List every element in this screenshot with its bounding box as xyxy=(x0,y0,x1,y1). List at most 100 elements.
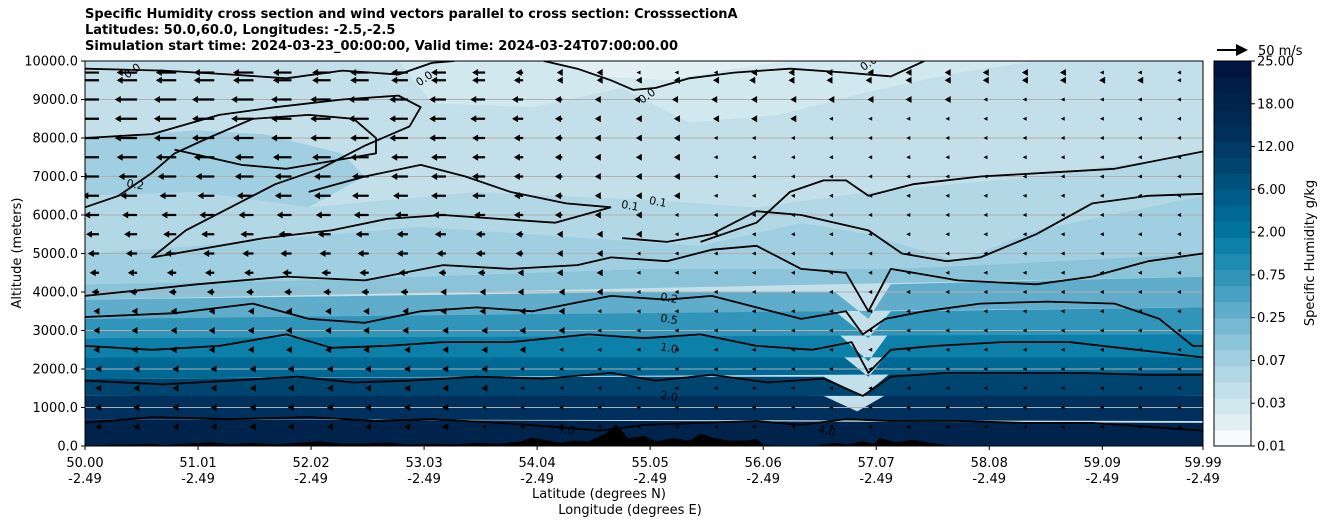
wind-vector xyxy=(1177,97,1182,102)
wind-vector xyxy=(1177,155,1182,160)
wind-vector xyxy=(91,288,99,296)
wind-vector xyxy=(1022,193,1027,198)
humidity-band-9 xyxy=(85,153,1203,262)
wind-vector xyxy=(983,270,988,275)
wind-vector xyxy=(432,211,446,219)
wind-vector xyxy=(554,134,563,142)
wind-vector xyxy=(355,230,369,238)
wind-vector xyxy=(597,386,602,391)
wind-vector xyxy=(1099,328,1104,333)
wind-vector xyxy=(172,404,179,411)
contour-labels: 0.0 0.00.00.00.20.1 0.10.20.51.02.04.0 4.0 xyxy=(121,61,879,440)
wind-vector xyxy=(95,423,102,431)
wind-vector xyxy=(558,327,565,334)
wind-vector xyxy=(208,307,215,315)
wind-vector xyxy=(713,70,718,75)
wind-vector xyxy=(751,405,756,410)
wind-vector xyxy=(788,69,795,77)
wind-vector xyxy=(153,115,177,123)
wind-vector xyxy=(1137,213,1142,217)
colorbar-frame xyxy=(1213,60,1252,447)
wind-vector xyxy=(556,250,563,257)
wind-vector xyxy=(983,213,988,217)
wind-vector xyxy=(481,365,488,373)
wind-vector xyxy=(713,155,718,160)
wind-vector xyxy=(554,96,563,103)
wind-vector xyxy=(191,96,215,103)
wind-vector xyxy=(674,232,679,237)
wind-vector xyxy=(713,367,718,371)
wind-vector xyxy=(868,367,873,371)
wind-vector xyxy=(157,173,177,180)
x-tick-label-lon: -2.49 xyxy=(407,472,441,487)
wind-vector xyxy=(312,69,331,77)
wind-vector xyxy=(515,250,524,257)
wind-vector xyxy=(131,346,138,354)
wind-vector xyxy=(513,76,524,84)
colorbar-segment xyxy=(1214,397,1251,415)
wind-vector xyxy=(594,96,601,103)
wind-vector xyxy=(482,405,487,410)
wind-vector xyxy=(1177,328,1182,333)
wind-vector xyxy=(319,250,331,257)
wind-vector xyxy=(404,404,411,411)
wind-vector xyxy=(1060,328,1065,333)
wind-vector xyxy=(673,153,680,161)
wind-vector xyxy=(359,269,369,277)
wind-vector xyxy=(233,134,254,142)
wind-vector xyxy=(596,76,603,84)
wind-vector xyxy=(829,290,834,294)
wind-vector xyxy=(313,192,331,200)
wind-vector xyxy=(1177,136,1182,140)
wind-vector xyxy=(168,288,177,296)
wind-vector xyxy=(473,211,486,219)
wind-vector xyxy=(153,134,177,142)
wind-vector xyxy=(513,192,524,200)
wind-vector xyxy=(1137,251,1142,256)
wind-vector xyxy=(674,290,679,294)
wind-vector xyxy=(868,405,873,410)
x-tick-label-lon: -2.49 xyxy=(633,472,667,487)
colorbar-segment xyxy=(1214,301,1251,319)
wind-vector xyxy=(396,250,408,257)
wind-vector xyxy=(945,328,950,333)
wind-vector xyxy=(1177,347,1182,352)
x-tick-label-lon: -2.49 xyxy=(181,472,215,487)
colorbar-tick-label: 0.75 xyxy=(1257,268,1286,283)
wind-vector xyxy=(944,76,951,84)
wind-vector xyxy=(313,173,331,180)
wind-vector xyxy=(673,115,680,123)
wind-vector xyxy=(790,309,795,314)
x-tick-label-lon: -2.49 xyxy=(746,472,780,487)
wind-vector xyxy=(199,211,215,219)
wind-vector xyxy=(790,193,795,198)
wind-vector xyxy=(867,96,874,103)
x-tick-label-lat: 50.00 xyxy=(66,456,103,471)
wind-vector xyxy=(944,69,951,77)
wind-vector xyxy=(1137,309,1142,314)
wind-vector xyxy=(868,116,873,121)
y-tick-label: 9000.0 xyxy=(33,93,79,108)
wind-vector xyxy=(352,173,369,180)
wind-vector xyxy=(790,96,797,103)
wind-vector xyxy=(868,328,873,333)
wind-vector xyxy=(1177,270,1182,275)
wind-vector xyxy=(673,134,680,142)
wind-vector xyxy=(829,232,834,237)
wind-vector xyxy=(674,367,679,371)
wind-vector xyxy=(1059,76,1066,84)
wind-vector xyxy=(442,404,449,411)
wind-vector xyxy=(711,96,718,103)
wind-vector xyxy=(868,270,873,275)
wind-vector xyxy=(829,405,834,410)
wind-vector xyxy=(751,115,758,123)
wind-vector xyxy=(400,288,408,296)
contour-label-11: 4.0 xyxy=(556,421,576,438)
wind-vector xyxy=(191,115,215,123)
y-tick-label: 0.0 xyxy=(57,440,78,455)
wind-vector xyxy=(558,307,565,315)
wind-vector xyxy=(635,153,642,161)
x-tick-label-lon: -2.49 xyxy=(859,472,893,487)
wind-vector xyxy=(482,424,487,429)
